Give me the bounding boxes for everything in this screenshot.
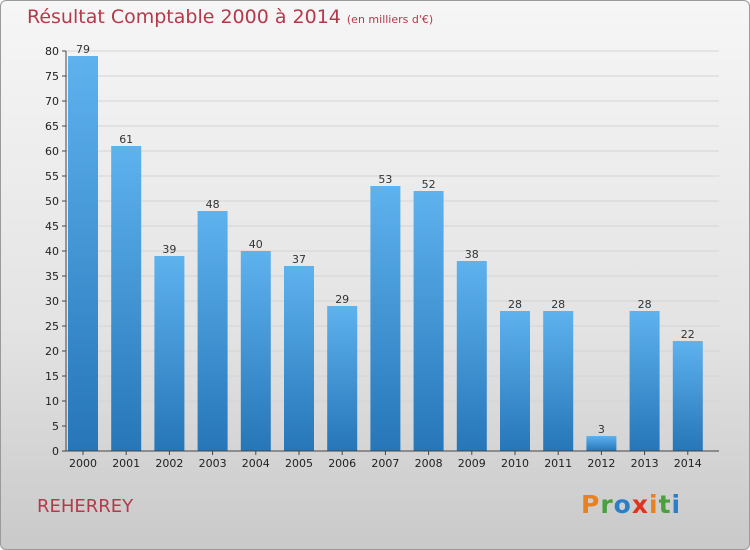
bar-value-label: 28	[638, 298, 652, 311]
logo-letter: r	[600, 490, 614, 519]
bar-value-label: 28	[551, 298, 565, 311]
bar-value-label: 39	[162, 243, 176, 256]
bar-2004	[240, 251, 271, 451]
bar-value-label: 53	[378, 173, 392, 186]
bar-2008	[413, 191, 444, 451]
logo-letter: i	[649, 490, 659, 519]
y-tick-label: 15	[45, 370, 59, 383]
x-tick-label: 2008	[415, 457, 443, 470]
bar-value-label: 3	[598, 423, 605, 436]
bar-value-label: 22	[681, 328, 695, 341]
bar-2013	[629, 311, 660, 451]
bar-2003	[197, 211, 228, 451]
chart-subtitle: (en milliers d'€)	[346, 13, 434, 26]
x-tick-label: 2014	[674, 457, 702, 470]
bar-2001	[111, 146, 142, 451]
y-tick-label: 0	[52, 445, 59, 458]
bar-2002	[154, 256, 185, 451]
logo-letter: x	[631, 490, 649, 519]
title-row: Résultat Comptable 2000 à 2014 (en millie…	[27, 6, 433, 28]
y-tick-label: 55	[45, 170, 59, 183]
bar-value-label: 40	[249, 238, 263, 251]
y-tick-label: 45	[45, 220, 59, 233]
bars: 79 61 39 48 40 37 29 53 52 38 28 28 3 28 22	[68, 43, 703, 451]
x-tick-label: 2004	[242, 457, 270, 470]
y-tick-label: 20	[45, 345, 59, 358]
bar-value-label: 52	[422, 178, 436, 191]
y-tick-label: 50	[45, 195, 59, 208]
y-tick-label: 40	[45, 245, 59, 258]
x-tick-label: 2013	[631, 457, 659, 470]
bar-2011	[543, 311, 574, 451]
x-tick-label: 2011	[544, 457, 572, 470]
logo-letter: o	[613, 490, 632, 519]
logo-letter: t	[658, 490, 672, 519]
commune-name: REHERREY	[37, 496, 134, 517]
proxiti-logo: Proxiti	[581, 490, 681, 519]
bar-2007	[370, 186, 401, 451]
x-tick-label: 2010	[501, 457, 529, 470]
bar-2009	[456, 261, 487, 451]
bar-value-label: 37	[292, 253, 306, 266]
x-tick-label: 2000	[69, 457, 97, 470]
bar-2010	[500, 311, 530, 451]
x-tick-label: 2006	[328, 457, 356, 470]
y-tick-label: 5	[52, 420, 59, 433]
logo-letter: P	[581, 490, 601, 519]
y-tick-label: 30	[45, 295, 59, 308]
logo-letter: i	[671, 490, 682, 519]
x-tick-label: 2012	[587, 457, 615, 470]
x-tick-label: 2009	[458, 457, 486, 470]
bar-2000	[68, 56, 98, 451]
bar-value-label: 28	[508, 298, 522, 311]
y-tick-label: 60	[45, 145, 59, 158]
bar-2012	[586, 436, 617, 451]
y-tick-label: 80	[45, 45, 59, 58]
bar-2014	[672, 341, 703, 451]
bar-value-label: 61	[119, 133, 133, 146]
x-tick-label: 2002	[155, 457, 183, 470]
y-tick-label: 70	[45, 95, 59, 108]
bar-value-label: 48	[206, 198, 220, 211]
bar-value-label: 79	[76, 43, 90, 56]
bar-value-label: 38	[465, 248, 479, 261]
bar-value-label: 29	[335, 293, 349, 306]
y-tick-label: 25	[45, 320, 59, 333]
x-tick-label: 2007	[371, 457, 399, 470]
axes: 0 5 10 15 20 25 30 35 40 45 50 55 60 65 70 75 80 2000 2001…	[45, 45, 719, 470]
y-tick-label: 35	[45, 270, 59, 283]
y-tick-label: 65	[45, 120, 59, 133]
y-tick-label: 10	[45, 395, 59, 408]
y-tick-label: 75	[45, 70, 59, 83]
chart-title: Résultat Comptable 2000 à 2014	[27, 6, 341, 28]
x-tick-label: 2001	[112, 457, 140, 470]
bar-2006	[327, 306, 358, 451]
x-tick-label: 2005	[285, 457, 313, 470]
x-tick-label: 2003	[199, 457, 227, 470]
bar-2005	[284, 266, 314, 451]
